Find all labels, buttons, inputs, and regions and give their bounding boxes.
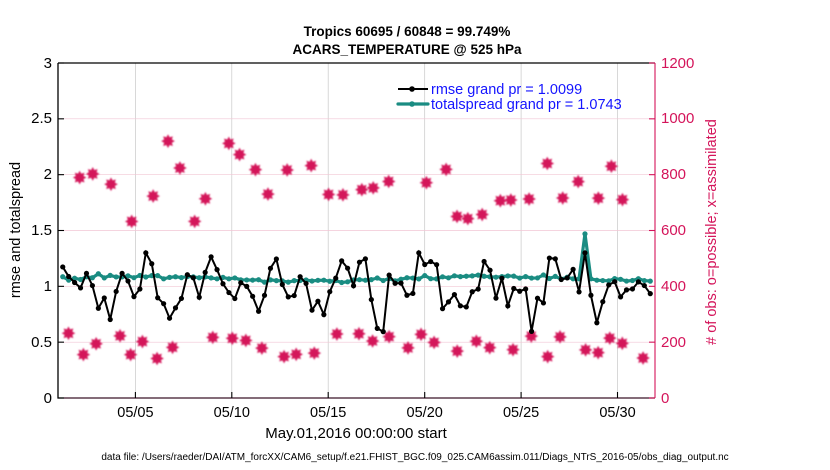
svg-text:3: 3 (44, 55, 52, 72)
svg-text:1: 1 (44, 278, 52, 295)
svg-text:rmse and totalspread: rmse and totalspread (8, 162, 24, 298)
svg-text:1200: 1200 (661, 55, 694, 72)
svg-text:1.5: 1.5 (31, 222, 52, 239)
svg-text:May.01,2016 00:00:00 start: May.01,2016 00:00:00 start (265, 425, 447, 442)
svg-text:05/15: 05/15 (310, 405, 346, 421)
svg-text:05/10: 05/10 (214, 405, 250, 421)
svg-text:ACARS_TEMPERATURE @ 525 hPa: ACARS_TEMPERATURE @ 525 hPa (293, 42, 522, 57)
svg-text:rmse grand pr = 1.0099: rmse grand pr = 1.0099 (431, 82, 582, 98)
svg-text:05/05: 05/05 (117, 405, 153, 421)
svg-text:0: 0 (661, 390, 669, 407)
svg-text:0.5: 0.5 (31, 334, 52, 351)
svg-text:Tropics 60695 / 60848 = 99.749: Tropics 60695 / 60848 = 99.749% (304, 24, 511, 39)
svg-text:600: 600 (661, 222, 686, 239)
svg-text:2: 2 (44, 166, 52, 183)
svg-text:200: 200 (661, 334, 686, 351)
svg-text:05/30: 05/30 (599, 405, 635, 421)
svg-text:1000: 1000 (661, 110, 694, 127)
svg-text:# of obs: o=possible; x=assimi: # of obs: o=possible; x=assimilated (704, 119, 720, 345)
svg-text:0: 0 (44, 390, 52, 407)
svg-text:totalspread grand pr = 1.0743: totalspread grand pr = 1.0743 (431, 97, 622, 113)
svg-text:800: 800 (661, 166, 686, 183)
svg-text:data file: /Users/raeder/DAI/A: data file: /Users/raeder/DAI/ATM_forcXX/… (101, 452, 728, 463)
svg-text:2.5: 2.5 (31, 110, 52, 127)
svg-text:05/20: 05/20 (407, 405, 443, 421)
svg-text:05/25: 05/25 (503, 405, 539, 421)
svg-text:400: 400 (661, 278, 686, 295)
